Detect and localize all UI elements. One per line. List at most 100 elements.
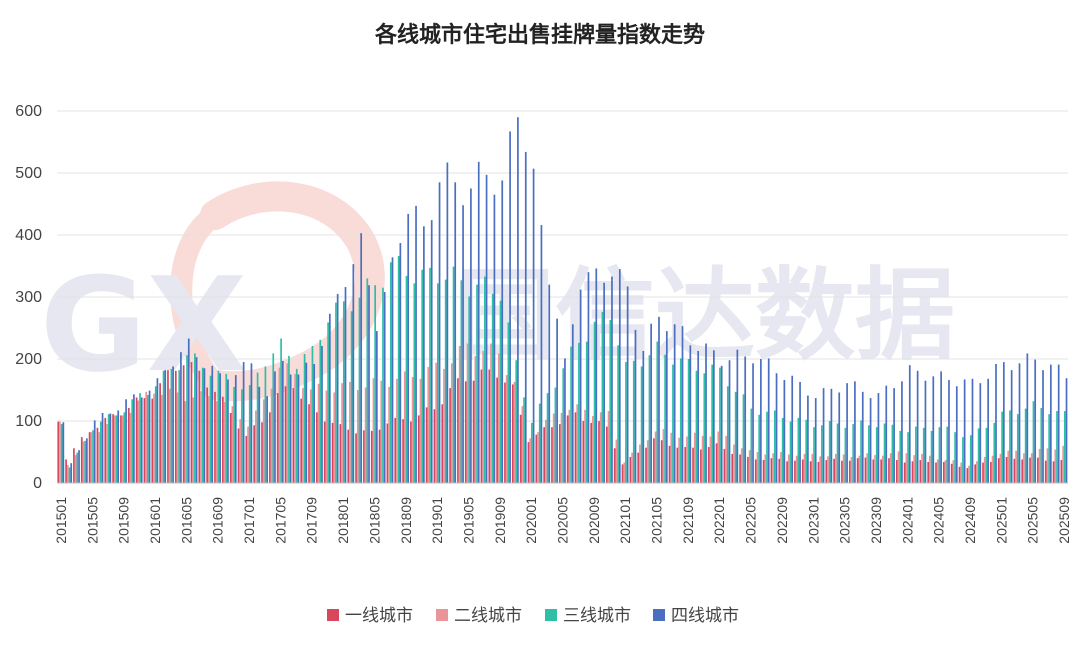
bar-3-202006 (570, 346, 572, 483)
bar-3-201912 (523, 397, 525, 483)
bar-1-202006 (566, 415, 569, 483)
x-tick-label: 201701 (241, 497, 257, 544)
bar-4-202003 (548, 284, 551, 483)
bar-4-201801 (344, 287, 347, 483)
bar-2-202205 (748, 450, 751, 483)
bar-4-202102 (634, 329, 637, 483)
bar-3-202406 (946, 426, 949, 483)
bar-2-202308 (866, 453, 869, 483)
bar-3-201901 (436, 283, 439, 483)
bar-1-202103 (637, 452, 640, 483)
bar-3-201812 (429, 267, 431, 483)
x-tick-label: 201709 (304, 497, 320, 544)
bar-3-202501 (1001, 411, 1003, 483)
bar-4-201603 (172, 366, 174, 483)
legend-item-tier4[interactable]: 四线城市 (653, 606, 739, 626)
bar-3-201512 (147, 394, 149, 483)
bar-4-202305 (846, 383, 848, 483)
bar-1-201710 (316, 412, 318, 483)
legend-item-tier1[interactable]: 一线城市 (327, 606, 413, 626)
bar-1-202302 (817, 461, 820, 483)
bar-3-202308 (868, 425, 870, 483)
bar-3-202409 (969, 435, 972, 483)
bar-3-202109 (687, 359, 690, 483)
bar-1-202409 (966, 468, 969, 483)
bar-2-202410 (976, 461, 978, 483)
bar-4-201703 (266, 396, 268, 483)
bar-1-202201 (715, 443, 718, 483)
bar-4-202407 (955, 386, 958, 483)
bar-4-202402 (916, 370, 919, 483)
legend-item-tier3[interactable]: 三线城市 (545, 606, 631, 626)
bar-3-202103 (640, 366, 643, 483)
bar-2-202003 (545, 419, 547, 483)
bar-2-201511 (137, 400, 140, 483)
x-tick-label: 201601 (147, 497, 163, 544)
bar-1-201501 (57, 421, 60, 483)
bar-4-201506 (101, 412, 104, 483)
bar-2-202505 (1030, 453, 1033, 483)
bar-2-202405 (936, 459, 939, 483)
bar-2-201605 (184, 401, 187, 483)
bar-1-202005 (558, 424, 561, 483)
bar-4-202212 (807, 395, 809, 483)
bar-2-202202 (725, 435, 727, 483)
bar-4-202008 (587, 272, 590, 483)
bar-3-202005 (562, 368, 565, 483)
bar-2-201602 (160, 394, 163, 483)
bar-2-201907 (482, 350, 485, 483)
bar-4-201510 (133, 394, 135, 483)
bar-3-202011 (609, 319, 612, 483)
bar-3-201612 (241, 389, 243, 483)
bar-2-202502 (1007, 450, 1010, 483)
bar-2-202406 (944, 460, 947, 483)
bar-4-201908 (493, 194, 496, 483)
bar-3-202209 (781, 417, 784, 483)
y-tick-label: 400 (15, 227, 42, 244)
bar-3-201905 (468, 296, 471, 483)
bar-3-202412 (993, 422, 996, 483)
bar-1-202001 (527, 442, 530, 483)
bar-3-201808 (397, 256, 400, 483)
bar-3-201904 (460, 280, 463, 483)
bar-1-201606 (190, 362, 193, 483)
x-tick-label: 202305 (837, 497, 853, 544)
bar-1-201612 (237, 428, 240, 483)
bar-4-202104 (650, 323, 652, 483)
bar-3-202305 (844, 427, 847, 483)
bar-3-201908 (491, 293, 494, 483)
bar-4-202101 (626, 286, 629, 483)
bar-1-202501 (997, 458, 1000, 483)
bar-2-202209 (780, 452, 782, 483)
bar-1-201609 (214, 391, 216, 483)
bar-3-201805 (374, 285, 376, 483)
bar-3-202309 (875, 427, 878, 483)
bar-1-201610 (221, 396, 224, 483)
bar-1-202306 (848, 460, 851, 483)
bar-1-201805 (370, 430, 373, 483)
bar-2-201906 (474, 355, 477, 483)
bar-4-202405 (940, 371, 942, 483)
bar-1-202405 (935, 462, 937, 483)
bar-3-201804 (366, 278, 369, 483)
bar-2-201709 (309, 389, 312, 483)
x-tick-label: 201905 (461, 497, 477, 544)
bar-2-201910 (505, 375, 508, 483)
bar-3-202201 (719, 367, 721, 483)
bar-2-202010 (599, 412, 602, 483)
legend-item-tier2[interactable]: 二线城市 (436, 606, 522, 626)
bar-1-201811 (417, 415, 420, 483)
bar-3-202408 (962, 437, 964, 483)
bar-1-201507 (104, 417, 107, 483)
x-tick-label: 202109 (680, 497, 696, 544)
bar-2-202412 (991, 455, 994, 483)
bar-1-201903 (449, 388, 451, 483)
bar-2-202104 (646, 440, 649, 483)
bar-2-202508 (1054, 449, 1057, 483)
bar-2-201704 (270, 388, 273, 483)
legend-swatch-tier1 (327, 609, 339, 621)
bar-4-202108 (681, 326, 684, 483)
bar-1-202010 (598, 421, 600, 483)
bar-4-202502 (1010, 370, 1013, 483)
bar-3-202302 (821, 425, 823, 483)
